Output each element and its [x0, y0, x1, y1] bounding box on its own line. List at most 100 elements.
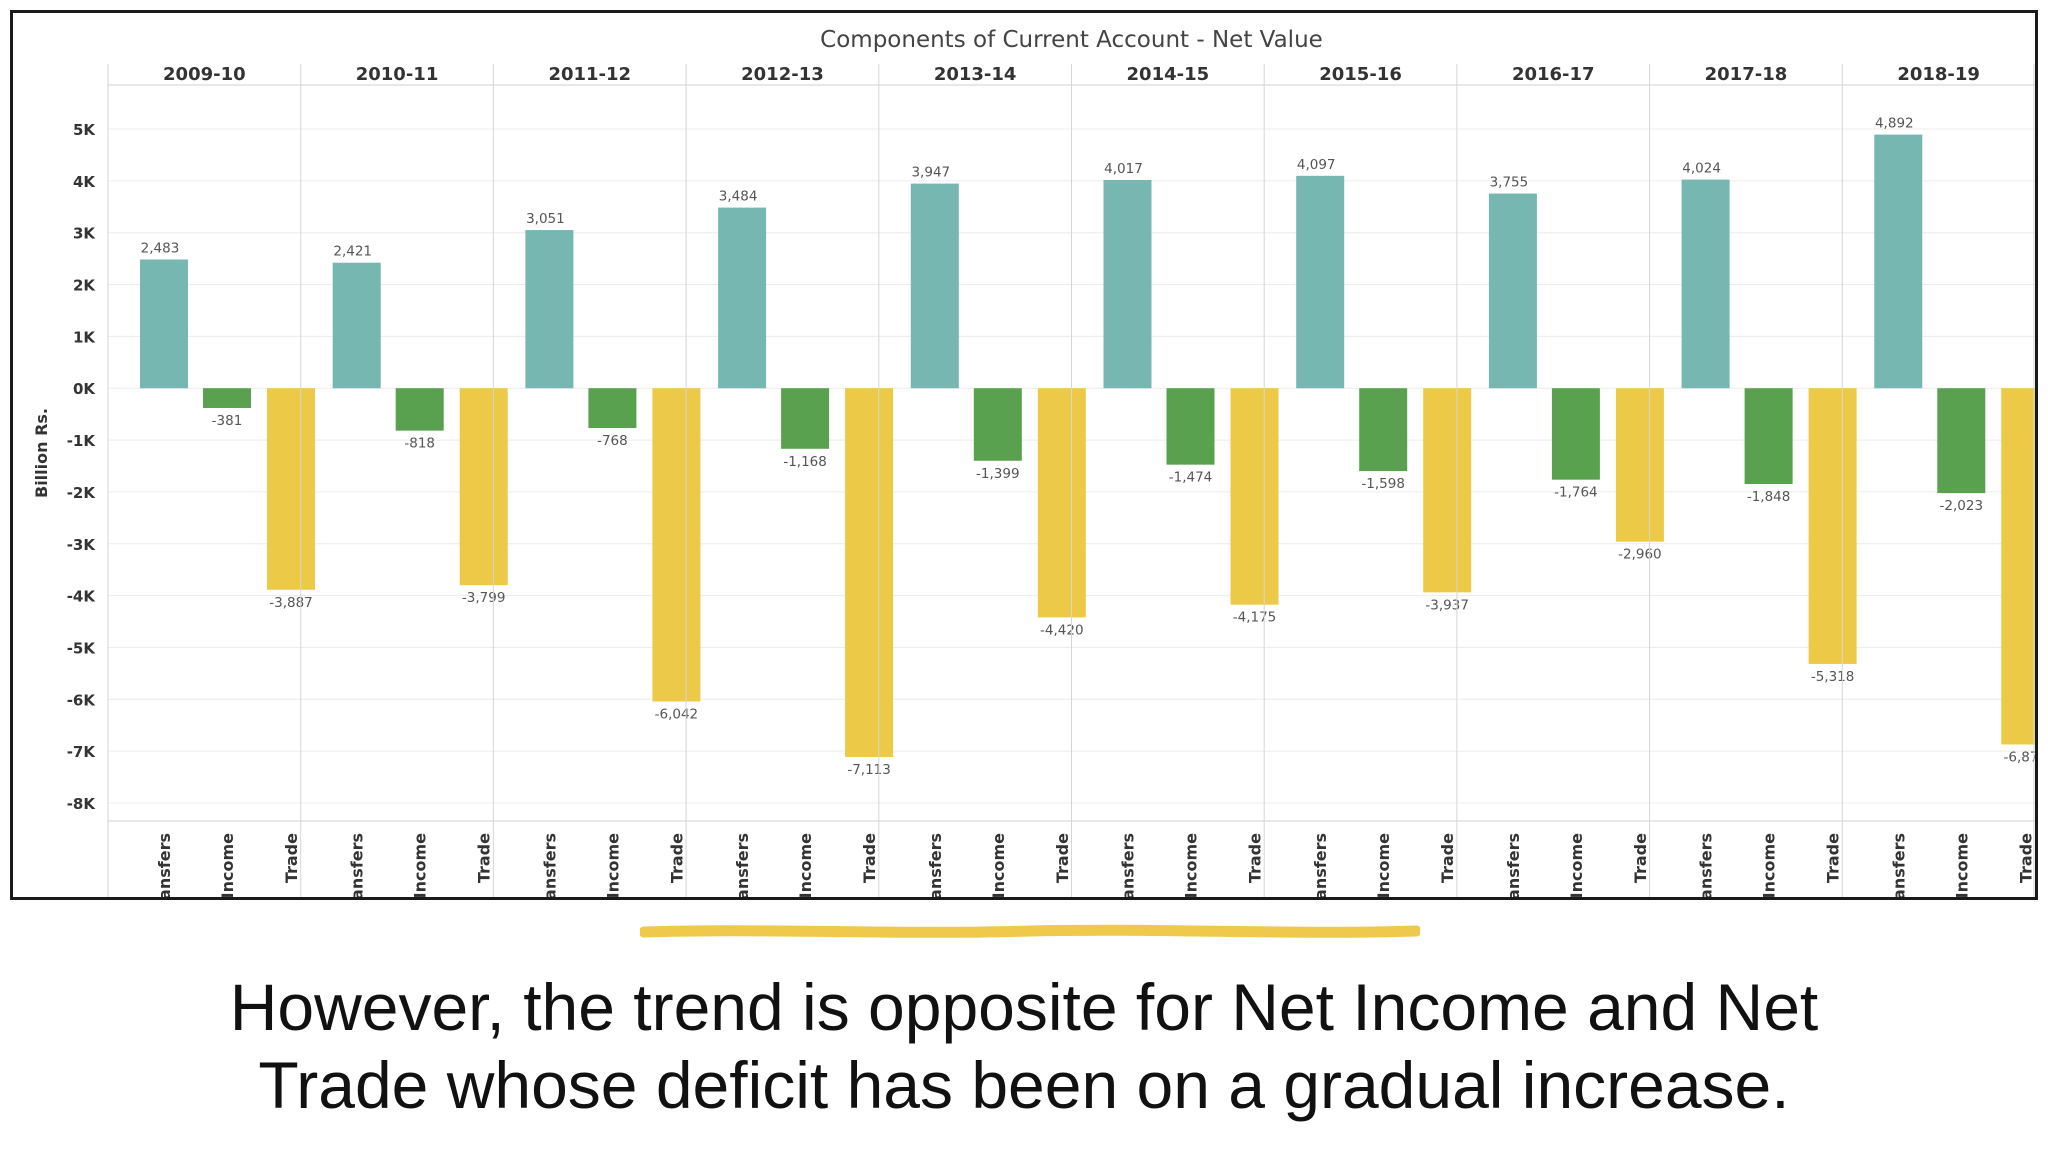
y-tick-label: -1K: [67, 432, 97, 450]
data-label: -381: [212, 413, 243, 429]
bar-trade: [267, 388, 315, 590]
chart-title: Components of Current Account - Net Valu…: [820, 27, 1323, 53]
data-label: -818: [404, 436, 435, 452]
data-label: 3,051: [526, 211, 565, 227]
bar-transfers: [910, 183, 959, 389]
y-tick-label: 0K: [73, 380, 96, 398]
panel-header: 2016-17: [1512, 64, 1595, 85]
bar-trade: [1423, 388, 1472, 593]
bar-trade: [652, 388, 701, 702]
y-axis-label: Billion Rs.: [32, 408, 51, 498]
bar-income: [973, 388, 1022, 461]
bar-trade: [1037, 388, 1086, 618]
y-tick-label: -5K: [67, 639, 97, 657]
data-label: 3,484: [719, 189, 758, 205]
panel-header: 2017-18: [1705, 64, 1788, 85]
data-label: -1,474: [1169, 470, 1213, 486]
bar-income: [588, 388, 637, 429]
caption-line-2: Trade whose deficit has been on a gradua…: [258, 1048, 1790, 1122]
x-tick-label: Income: [1760, 833, 1779, 897]
bar-income: [1744, 388, 1793, 485]
x-tick-label: Transfers: [733, 833, 752, 897]
data-label: -1,399: [976, 466, 1020, 482]
x-tick-label: Trade: [2016, 833, 2035, 883]
caption-line-1: However, the trend is opposite for Net I…: [229, 970, 1819, 1044]
panel-header: 2018-19: [1897, 64, 1980, 85]
x-tick-label: Trade: [1438, 833, 1457, 883]
x-tick-label: Transfers: [540, 833, 559, 897]
x-tick-label: Income: [1567, 833, 1586, 897]
data-label: -2,960: [1618, 547, 1662, 563]
data-label: -4,420: [1040, 622, 1084, 638]
x-tick-label: Trade: [1824, 833, 1843, 883]
bar-trade: [1615, 388, 1664, 542]
x-tick-label: Trade: [1631, 833, 1650, 883]
data-label: -1,764: [1554, 485, 1598, 501]
data-label: -3,887: [269, 595, 313, 611]
bar-trade: [459, 388, 508, 586]
data-label: -4,175: [1233, 610, 1277, 626]
x-tick-label: Income: [1182, 833, 1201, 897]
data-label: -5,318: [1811, 669, 1855, 685]
caption: However, the trend is opposite for Net I…: [0, 968, 2048, 1124]
bar-transfers: [1488, 193, 1537, 389]
x-tick-label: Income: [411, 833, 430, 897]
data-label: -7,113: [847, 762, 891, 778]
chart-frame: Components of Current Account - Net Valu…: [10, 10, 2038, 900]
panel-header: 2014-15: [1127, 64, 1210, 85]
bar-chart: Components of Current Account - Net Valu…: [32, 27, 2035, 897]
data-label: 2,483: [141, 240, 180, 256]
x-tick-label: Trade: [475, 833, 494, 883]
y-tick-label: 4K: [73, 173, 96, 191]
x-tick-label: Transfers: [926, 833, 945, 897]
y-tick-label: 1K: [73, 328, 96, 346]
data-label: -1,848: [1747, 489, 1791, 505]
data-label: 2,421: [333, 244, 372, 260]
x-tick-label: Income: [603, 833, 622, 897]
data-label: -2,023: [1940, 498, 1984, 514]
bar-transfers: [332, 262, 381, 389]
bar-trade: [1230, 388, 1279, 605]
y-tick-label: -8K: [67, 795, 97, 813]
x-tick-label: Transfers: [1889, 833, 1908, 897]
data-label: 4,097: [1297, 157, 1336, 173]
x-tick-label: Income: [1374, 833, 1393, 897]
panel-header: 2015-16: [1319, 64, 1402, 85]
data-label: -6,042: [655, 706, 699, 722]
data-label: 3,755: [1490, 175, 1529, 191]
panel-header: 2013-14: [934, 64, 1017, 85]
data-label: -3,937: [1425, 597, 1469, 613]
y-tick-label: -7K: [67, 743, 97, 761]
bar-transfers: [1681, 179, 1730, 389]
x-tick-label: Income: [796, 833, 815, 897]
x-tick-label: Transfers: [155, 833, 174, 897]
bar-transfers: [525, 230, 574, 389]
bar-income: [1551, 388, 1600, 480]
bar-trade: [845, 388, 894, 758]
panel-header: 2012-13: [741, 64, 824, 85]
data-label: 4,024: [1682, 161, 1721, 177]
data-label: -768: [597, 433, 628, 449]
x-tick-label: Trade: [1053, 833, 1072, 883]
bar-income: [203, 388, 251, 408]
y-tick-label: -2K: [67, 484, 97, 502]
data-label: -6,871: [2004, 749, 2035, 765]
x-tick-label: Trade: [860, 833, 879, 883]
x-tick-label: Income: [218, 833, 237, 897]
x-tick-label: Transfers: [348, 833, 367, 897]
x-tick-label: Trade: [282, 833, 301, 883]
y-tick-label: 2K: [73, 277, 96, 295]
highlight-underline: [640, 924, 1420, 938]
x-tick-label: Transfers: [1697, 833, 1716, 897]
bar-transfers: [1296, 175, 1345, 389]
x-tick-label: Income: [989, 833, 1008, 897]
bar-income: [1359, 388, 1408, 472]
data-label: 3,947: [911, 165, 950, 181]
y-tick-label: 3K: [73, 225, 96, 243]
x-tick-label: Trade: [667, 833, 686, 883]
data-label: -1,598: [1361, 476, 1405, 492]
y-tick-label: -4K: [67, 588, 97, 606]
panel-header: 2009-10: [163, 64, 246, 85]
bar-income: [781, 388, 830, 449]
bar-income: [1937, 388, 1986, 494]
